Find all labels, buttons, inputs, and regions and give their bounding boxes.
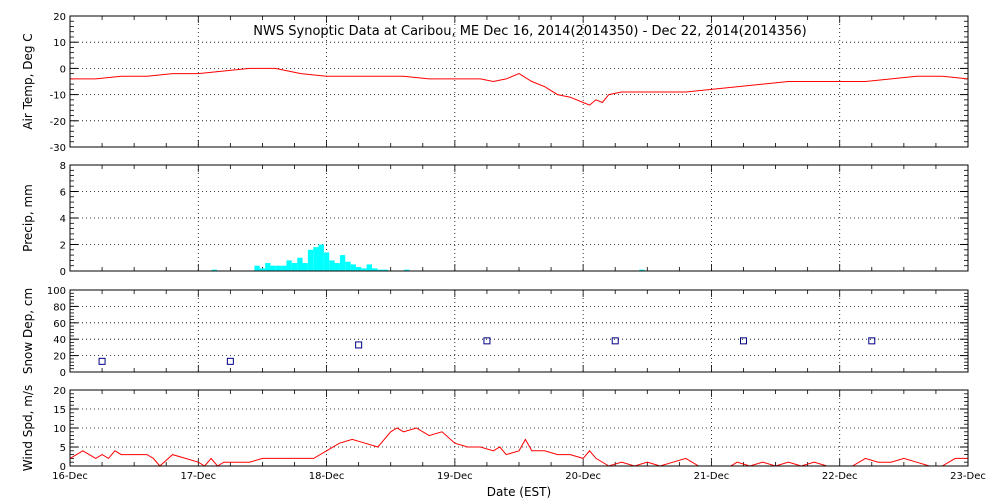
precip-bar: [323, 252, 330, 271]
y-tick-label: -20: [50, 117, 66, 128]
y-tick-label: 0: [60, 368, 66, 379]
precip-bar: [339, 255, 346, 271]
panel-frame: [69, 15, 969, 148]
precip-bar: [361, 268, 367, 271]
y-tick-label: 100: [47, 286, 66, 297]
precip-bar: [297, 257, 303, 271]
panel-frame: [69, 289, 969, 373]
y-axis-label: Precip, mm: [21, 184, 35, 252]
precip-bar: [302, 263, 308, 271]
x-tick-label: 23-Dec: [950, 471, 986, 482]
precip-bar: [313, 247, 319, 271]
y-tick-label: 8: [60, 161, 66, 172]
y-tick-label: 0: [60, 462, 66, 473]
y-tick-label: 20: [53, 386, 66, 397]
panel-3: 0 20 40 60 80 100 Snow Dep, cm: [21, 286, 969, 379]
x-tick-label: 20-Dec: [565, 471, 601, 482]
precip-bar: [318, 244, 324, 271]
snow-depth-marker: [226, 357, 234, 365]
y-axis-label: Wind Spd, m/s: [21, 385, 35, 471]
precip-bar: [254, 265, 260, 271]
precip-bar: [286, 260, 292, 271]
precip-bar: [377, 269, 383, 271]
y-tick-label: 2: [60, 241, 66, 252]
chart-panels: -30 -20 -10 0 10 20 Air Temp, Deg C 0 2 4 6 8 Precip…: [21, 12, 986, 482]
precip-bar: [372, 268, 378, 271]
precip-bar: [404, 269, 410, 271]
precip-bar: [329, 260, 335, 271]
chart-title: NWS Synoptic Data at Caribou, ME Dec 16,…: [253, 24, 806, 39]
panel-1: -30 -20 -10 0 10 20 Air Temp, Deg C: [21, 12, 969, 154]
x-axis-label: Date (EST): [487, 485, 551, 499]
series-line: [69, 427, 968, 467]
precip-bar: [639, 269, 645, 271]
precip-bar: [265, 263, 271, 271]
precip-bar: [270, 265, 276, 271]
panel-frame: [69, 164, 969, 272]
precip-bar: [350, 264, 356, 271]
series-line: [70, 67, 969, 106]
precip-bar: [211, 269, 217, 271]
y-tick-label: 4: [60, 214, 66, 225]
precip-bar: [382, 269, 388, 271]
precip-bar: [275, 265, 282, 271]
snow-depth-marker: [355, 341, 363, 349]
y-tick-label: 0: [60, 64, 66, 75]
precip-bar: [291, 263, 298, 271]
snow-depth-marker: [740, 337, 747, 345]
precip-bar: [307, 249, 314, 271]
panel-4: 0 5 10 15 20 Wind Spd, m/s: [21, 385, 969, 473]
y-tick-label: 5: [60, 443, 66, 454]
x-tick-label: 17-Dec: [180, 471, 216, 482]
x-tick-label: 16-Dec: [52, 471, 88, 482]
x-tick-label: 21-Dec: [694, 471, 730, 482]
precip-bar: [366, 264, 372, 271]
precip-bar: [334, 263, 340, 271]
y-tick-label: -10: [50, 91, 66, 102]
snow-depth-marker: [98, 357, 106, 365]
y-tick-label: 20: [53, 12, 66, 23]
snow-depth-marker: [483, 337, 491, 345]
y-tick-label: 40: [53, 335, 66, 346]
y-tick-label: -30: [50, 143, 66, 154]
x-tick-label: 22-Dec: [822, 471, 858, 482]
x-tick-label: 18-Dec: [309, 471, 345, 482]
x-tick-label: 19-Dec: [437, 471, 473, 482]
snow-depth-marker: [611, 337, 619, 345]
y-tick-label: 10: [53, 424, 66, 435]
precip-bar: [281, 265, 287, 271]
y-tick-label: 10: [53, 38, 66, 49]
panel-frame: [69, 389, 969, 467]
snow-depth-marker: [868, 337, 876, 345]
y-tick-label: 15: [53, 405, 66, 416]
y-tick-label: 0: [60, 267, 66, 278]
y-tick-label: 6: [60, 188, 66, 199]
precip-bar: [345, 261, 351, 271]
y-tick-label: 80: [53, 302, 66, 313]
y-axis-label: Air Temp, Deg C: [21, 33, 35, 129]
precip-bar: [355, 267, 362, 271]
y-tick-label: 20: [53, 352, 66, 363]
y-tick-label: 60: [53, 319, 66, 330]
panel-2: 0 2 4 6 8 Precip, mm: [21, 161, 969, 278]
y-axis-label: Snow Dep, cm: [21, 288, 35, 374]
precip-bar: [259, 268, 266, 271]
